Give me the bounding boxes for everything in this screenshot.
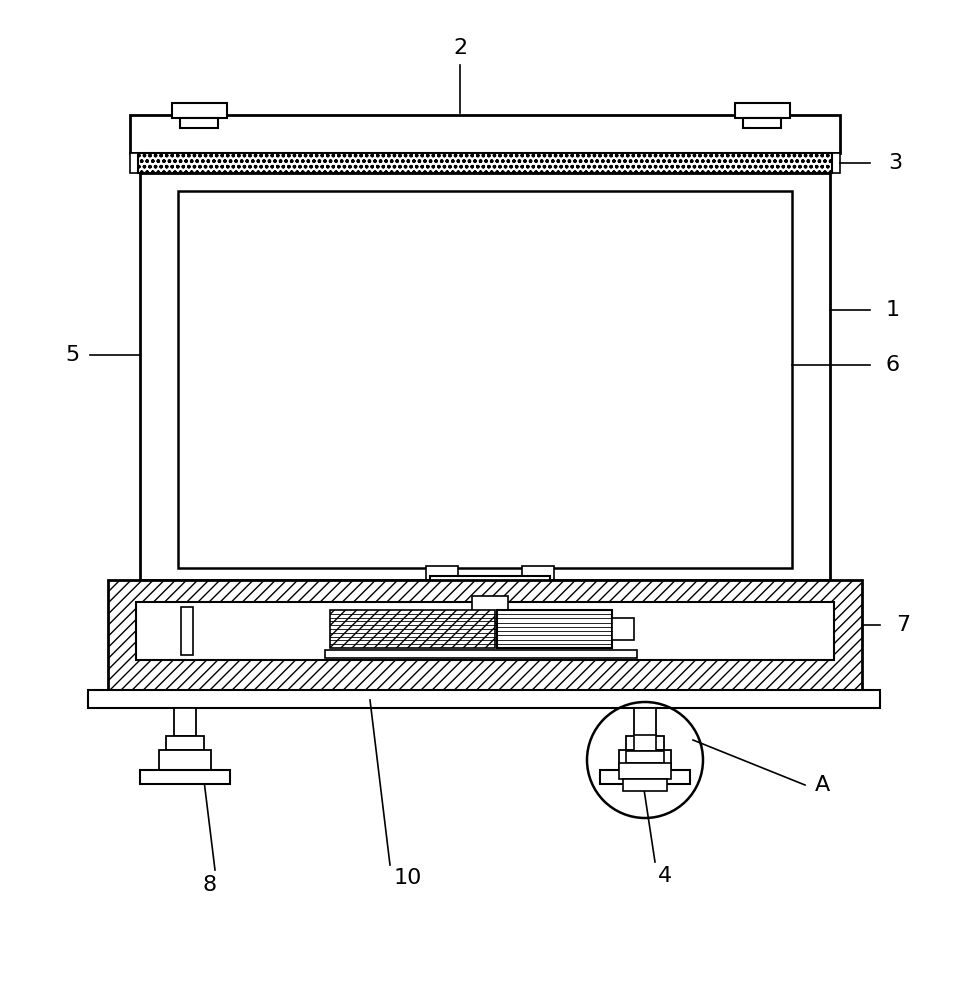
Text: 8: 8 — [203, 875, 217, 895]
Bar — [136, 602, 834, 660]
Bar — [181, 607, 193, 655]
Text: 4: 4 — [658, 866, 672, 886]
Bar — [735, 103, 790, 118]
Bar — [623, 779, 667, 791]
Bar — [88, 690, 880, 708]
Bar — [159, 750, 211, 770]
Bar — [166, 736, 204, 750]
Bar — [634, 708, 656, 736]
Bar — [832, 153, 840, 173]
Text: A: A — [814, 775, 830, 795]
Text: 1: 1 — [886, 300, 900, 320]
Bar — [330, 610, 495, 648]
Bar — [626, 751, 664, 763]
Text: 10: 10 — [394, 868, 422, 888]
Bar — [426, 566, 458, 580]
Bar — [108, 580, 862, 690]
Bar — [522, 566, 554, 580]
Bar — [178, 191, 792, 568]
Bar — [325, 650, 637, 658]
Bar — [600, 770, 690, 784]
Bar — [619, 750, 671, 770]
Text: 3: 3 — [888, 153, 902, 173]
Bar — [174, 708, 196, 736]
Text: 6: 6 — [886, 355, 900, 375]
Bar — [140, 173, 830, 580]
Bar — [497, 610, 612, 648]
Bar — [130, 115, 840, 153]
Bar — [430, 576, 550, 596]
Bar — [472, 596, 508, 623]
Text: 5: 5 — [65, 345, 79, 365]
Bar — [619, 763, 671, 779]
Bar — [180, 118, 218, 128]
Bar — [529, 580, 547, 589]
Bar — [130, 153, 138, 173]
Bar — [138, 153, 832, 173]
Text: 7: 7 — [896, 615, 910, 635]
Bar — [172, 103, 227, 118]
Bar — [626, 736, 664, 750]
Text: 2: 2 — [453, 38, 467, 58]
Bar — [634, 735, 656, 751]
Bar — [140, 770, 230, 784]
Bar — [612, 618, 634, 640]
Bar — [743, 118, 781, 128]
Bar — [433, 580, 451, 589]
